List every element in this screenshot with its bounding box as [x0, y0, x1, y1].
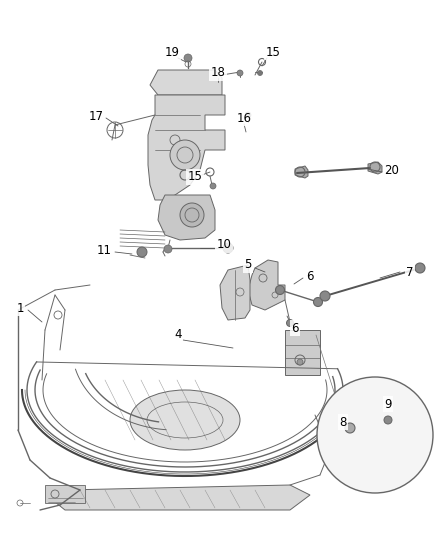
Text: 4: 4 — [174, 328, 182, 342]
Text: 7: 7 — [406, 265, 414, 279]
Text: 8: 8 — [339, 416, 347, 429]
Polygon shape — [148, 95, 225, 200]
Text: 10: 10 — [216, 238, 231, 252]
Bar — [45, 485, 85, 503]
Circle shape — [210, 183, 216, 189]
Circle shape — [415, 263, 425, 273]
Circle shape — [297, 359, 303, 365]
Polygon shape — [150, 70, 222, 95]
Circle shape — [164, 245, 172, 253]
Circle shape — [245, 112, 251, 118]
Circle shape — [184, 54, 192, 62]
Text: 9: 9 — [384, 398, 392, 410]
Text: 15: 15 — [265, 45, 280, 59]
Polygon shape — [248, 260, 285, 310]
Circle shape — [320, 291, 330, 301]
Text: 6: 6 — [291, 321, 299, 335]
Circle shape — [137, 247, 147, 257]
Polygon shape — [295, 166, 308, 178]
Circle shape — [317, 377, 433, 493]
Text: 16: 16 — [237, 111, 251, 125]
Text: 18: 18 — [211, 67, 226, 79]
Text: 20: 20 — [385, 165, 399, 177]
Text: 15: 15 — [187, 171, 202, 183]
Circle shape — [180, 203, 204, 227]
Text: 17: 17 — [88, 109, 103, 123]
Polygon shape — [220, 265, 250, 320]
Circle shape — [258, 70, 262, 76]
Circle shape — [314, 297, 322, 306]
Text: 11: 11 — [96, 244, 112, 256]
Polygon shape — [368, 162, 382, 174]
Polygon shape — [50, 485, 310, 510]
Bar — [285, 330, 320, 375]
Circle shape — [384, 416, 392, 424]
Circle shape — [237, 70, 243, 76]
Circle shape — [345, 423, 355, 433]
Circle shape — [170, 140, 200, 170]
Text: 19: 19 — [165, 45, 180, 59]
Circle shape — [276, 286, 285, 295]
Ellipse shape — [130, 390, 240, 450]
Polygon shape — [158, 195, 215, 240]
Circle shape — [223, 243, 233, 253]
Text: 6: 6 — [306, 270, 314, 282]
Circle shape — [286, 319, 293, 327]
Text: 5: 5 — [244, 259, 252, 271]
Text: 1: 1 — [16, 302, 24, 314]
